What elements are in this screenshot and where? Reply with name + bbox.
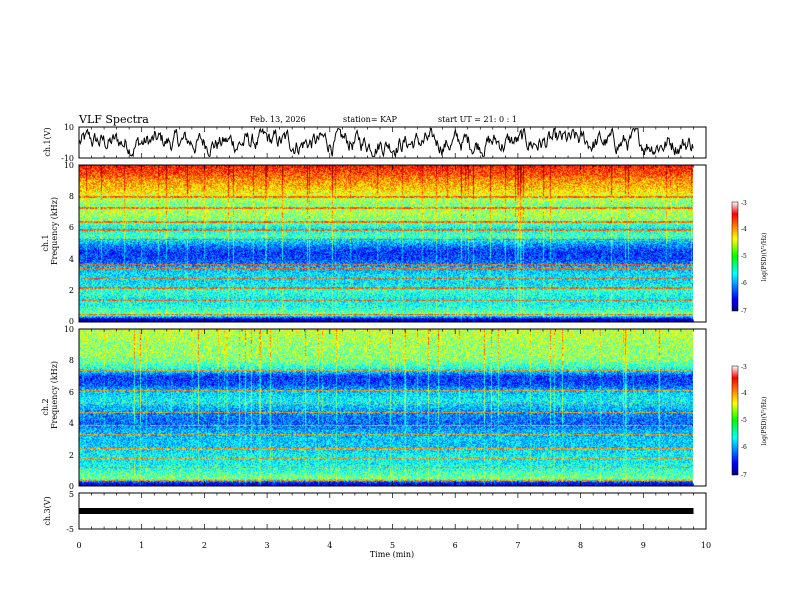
ch1-colorbar-scale	[731, 201, 739, 312]
ch1-colorbar-tick-neg6: -6	[741, 280, 747, 287]
ch2-ytick-10k: 10	[64, 325, 74, 334]
ch1-colorbar-tick-neg5: -5	[741, 253, 747, 260]
x-tick-label: 10	[701, 541, 711, 550]
x-tick-label: 8	[578, 541, 583, 550]
ch1-ytick-10k: 10	[64, 161, 74, 170]
ch1-colorbar-label: log(PSD)(V²/Hz)	[761, 233, 768, 282]
ch2-ytick-4: 4	[69, 419, 74, 428]
ch2-colorbar: -3 -4 -5 -6 -7 log(PSD)(V²/Hz)	[731, 364, 768, 479]
ch1-spectrogram-ticks	[78, 165, 707, 322]
ch1-ytick-6: 6	[69, 223, 74, 232]
x-axis-tick-labels: 0 1 2 3 4 5 6 7 8 9 10	[76, 541, 711, 550]
x-tick-label: 6	[453, 541, 458, 550]
ch3-waveform-ylabel: ch.3(V)	[43, 496, 52, 525]
ch3-waveform-band	[79, 508, 694, 514]
ch2-ytick-6: 6	[69, 388, 74, 397]
start-time-label: start UT = 21: 0 : 1	[438, 115, 517, 124]
ch1-waveform-ylabel: ch.1(V)	[43, 127, 52, 156]
ch2-colorbar-tick-neg4: -4	[741, 390, 747, 397]
x-tick-label: 9	[641, 541, 646, 550]
ch3-ytick-neg5: -5	[66, 525, 74, 534]
ch3-waveform-ticks	[78, 493, 707, 529]
ch2-spectrogram-ticks	[78, 329, 707, 486]
ch3-ytick-5: 5	[69, 490, 74, 499]
ch2-colorbar-tick-neg3: -3	[741, 364, 747, 371]
ch1-spectrogram-image	[79, 165, 693, 322]
ch1-ytick-8: 8	[69, 192, 74, 201]
ch1-ytick-2: 2	[69, 286, 74, 295]
ch1-colorbar: -3 -4 -5 -6 -7 log(PSD)(V²/Hz)	[731, 200, 768, 315]
ch2-colorbar-tick-neg5: -5	[741, 417, 747, 424]
x-tick-label: 3	[265, 541, 270, 550]
ch2-colorbar-tick-neg6: -6	[741, 444, 747, 451]
ch3-waveform-panel: 5 -5 ch.3(V)	[43, 490, 707, 534]
ch2-spectrogram-ylabel: Frequency (kHz)	[50, 361, 59, 429]
ch1-colorbar-tick-neg4: -4	[741, 226, 747, 233]
figure-title: VLF Spectra	[78, 113, 149, 126]
ch2-spectrogram-panel: 0 2 4 6 8 10 ch.2 Frequency (kHz)	[41, 325, 707, 491]
station-label: station= KAP	[343, 115, 398, 124]
ch1-waveform-panel: 10 -10 ch.1(V)	[43, 123, 707, 163]
date-label: Feb. 13, 2026	[250, 115, 306, 124]
ch2-spectrogram-channel-label: ch.2	[41, 398, 50, 415]
ch1-spectrogram-ylabel: Frequency (kHz)	[50, 197, 59, 265]
ch2-spectrogram-image	[79, 329, 693, 486]
x-tick-label: 0	[76, 541, 81, 550]
x-tick-label: 7	[515, 541, 520, 550]
ch1-colorbar-tick-neg7: -7	[741, 308, 747, 315]
ch2-ytick-8: 8	[69, 356, 74, 365]
ch1-ytick-neg10: -10	[61, 154, 74, 163]
ch1-waveform-line	[79, 127, 694, 159]
ch1-waveform-ticks	[78, 127, 707, 158]
ch1-ytick-10: 10	[64, 123, 74, 132]
ch2-ytick-2: 2	[69, 451, 74, 460]
x-tick-label: 1	[139, 541, 144, 550]
ch2-colorbar-tick-neg7: -7	[741, 472, 747, 479]
ch2-ytick-0: 0	[69, 482, 74, 491]
ch1-spectrogram-channel-label: ch.1	[41, 234, 50, 251]
ch1-colorbar-tick-neg3: -3	[741, 200, 747, 207]
ch1-spectrogram-panel: 0 2 4 6 8 10 ch.1 Frequency (kHz)	[41, 161, 707, 326]
ch2-colorbar-label: log(PSD)(V²/Hz)	[761, 397, 768, 446]
x-tick-label: 5	[390, 541, 395, 550]
ch1-ytick-0: 0	[69, 317, 74, 326]
ch2-colorbar-scale	[731, 365, 739, 476]
x-tick-label: 2	[202, 541, 207, 550]
ch1-ytick-4: 4	[69, 255, 74, 264]
x-tick-label: 4	[327, 541, 332, 550]
x-axis-label: Time (min)	[370, 550, 414, 559]
